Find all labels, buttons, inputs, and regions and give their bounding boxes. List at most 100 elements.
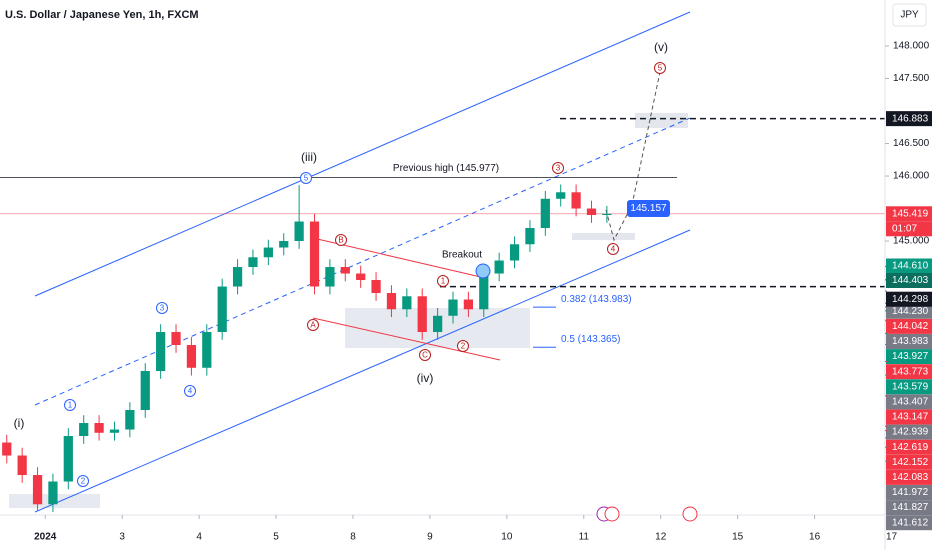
correction-lower [312,317,501,361]
y-tick-label: 145.000 [893,236,930,247]
price-tag-bg [886,303,932,319]
wave-label: 2 [81,477,86,486]
price-tag-bg [886,349,932,365]
candle-body [586,208,597,216]
price-tag: 142.939 [892,427,929,438]
price-tag: 143.983 [892,336,929,347]
wave-circle [654,62,666,74]
wave-circle [77,475,89,487]
price-tag-bg [886,258,932,274]
candle-body [171,332,181,346]
price-tag-bg [886,334,932,349]
price-tag: 142.152 [892,457,929,468]
wave-circle [307,319,319,331]
candle-body [386,293,397,310]
candle-body [325,267,335,287]
price-tag-bg [886,515,932,531]
support-tag: 144.298 [892,294,929,305]
previous-high-label: Previous high (145.977) [393,163,499,174]
wave-label: 5 [304,174,309,183]
channel-upper [34,11,691,297]
wave-circle [300,172,312,184]
currency-box[interactable] [892,3,927,27]
degree-label: (iv) [417,371,434,385]
candle-body [217,286,227,333]
candle-body [94,423,104,433]
price-tag-bg [886,273,932,288]
price-tag-bg [886,364,932,380]
target-tag: 146.883 [892,113,929,124]
x-tick-label: 15 [732,532,744,543]
x-tick-label: 2024 [34,532,57,543]
price-tag-bg [886,409,932,425]
candle-body [48,481,58,505]
x-tick-label: 11 [579,532,590,543]
event-icon[interactable] [682,506,698,522]
candle-body [248,257,258,268]
channel-mid [34,117,691,406]
wave-circle [184,385,196,397]
fib-label: 0.5 (143.365) [561,334,621,345]
wave-label: 4 [611,245,616,254]
price-tag: 143.407 [892,397,929,408]
wave-circle [335,234,347,246]
candle-body [202,332,212,368]
candle-body [263,247,273,258]
y-tick-label: 147.500 [893,73,930,84]
marks [2,184,612,513]
degree-label: (i) [14,416,25,430]
price-tag-bg [886,424,932,440]
candle-body [32,475,43,505]
candle-body [279,241,289,248]
price-tag-bg [886,485,932,500]
candle-body [540,198,550,229]
candle-body [140,371,150,411]
event-icon[interactable] [604,506,620,522]
candle-body [109,429,120,433]
candle-body [571,192,581,209]
wave-label: 1 [68,401,73,410]
degree-label: (v) [654,40,668,54]
candle-body [417,296,427,333]
price-tag-bg [886,318,932,334]
candle-body [602,213,612,216]
currency[interactable]: JPY [900,10,919,21]
candle-body [125,410,135,430]
countdown-bg [886,221,932,237]
price-tag: 142.619 [892,442,929,453]
wave-label: A [310,321,316,330]
x-tick-label: 4 [196,532,202,543]
wave-label: 4 [188,387,193,396]
annotations: Previous high (145.977) 0.382 (143.983) 0.… [14,40,670,487]
wave-label: 1 [441,277,446,286]
price-tag-bg [886,379,932,395]
breakout-icon [475,263,491,279]
callout: 145.157 [630,203,667,214]
candle-body [371,280,381,294]
price-tag-bg [886,454,932,470]
wave-label: 5 [658,64,663,73]
candle-body [463,299,474,310]
fib-label: 0.382 (143.983) [561,294,632,305]
price-tag-bg [886,394,932,410]
candle-body [156,332,166,372]
wave-label: 2 [461,342,466,351]
candle-body [63,436,73,482]
candle-body [494,260,504,274]
y-tick-label: 146.500 [893,138,930,149]
price-tag: 143.147 [892,412,929,423]
candle-body [402,296,412,310]
projection [605,71,661,242]
wave-label: 3 [160,304,165,313]
y-tick-label: 148.000 [893,41,930,52]
price-tag: 143.579 [892,381,929,392]
candle-body [556,192,566,199]
candle-body [2,442,12,456]
candle-body [525,228,535,245]
candle-body [509,244,520,261]
x-tick-label: 10 [501,532,513,543]
breakout-label: Breakout [442,250,482,261]
axes: 148.000 147.500 146.500 146.000 145.000 2024 3… [34,41,932,543]
wave-label: 3 [556,164,561,173]
callout-bg [627,200,670,217]
